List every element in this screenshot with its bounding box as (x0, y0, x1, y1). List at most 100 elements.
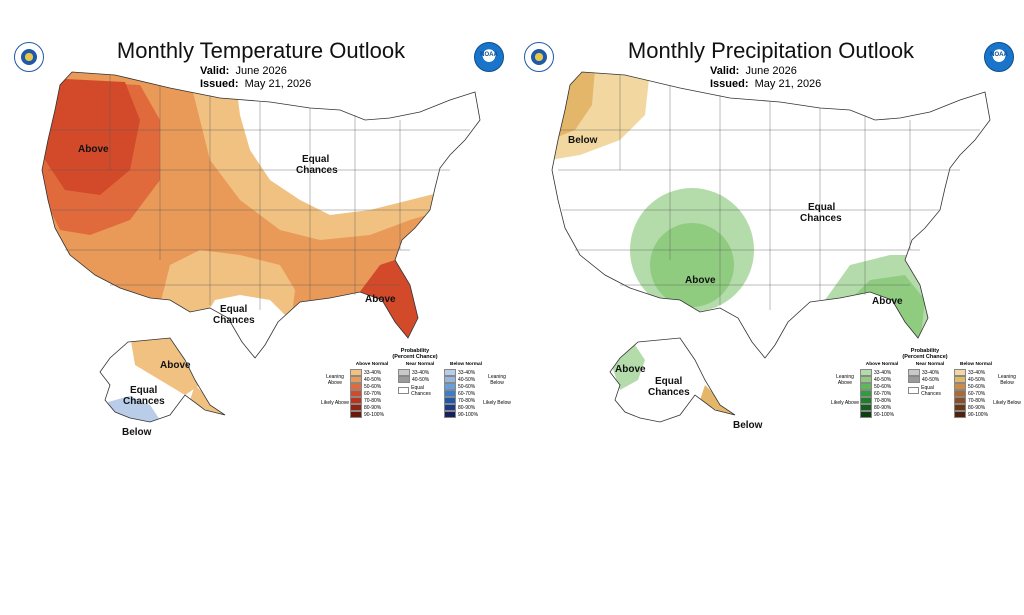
temp-below-legend-swatch (444, 376, 456, 383)
precipitation-outlook-panel: Monthly Precipitation Outlook NOAA Valid… (520, 30, 1022, 435)
valid-value: June 2026 (235, 65, 287, 77)
legend-leaning-above: Leaning Above (326, 374, 344, 386)
temp-above-legend-range: 50-60% (364, 383, 382, 390)
temp-above-legend-swatch (350, 397, 362, 404)
precip-below-legend-swatch (954, 404, 966, 411)
precip-below-legend-swatch (954, 390, 966, 397)
temp-below-legend-swatch (444, 411, 456, 418)
label-above-alaska: Above (615, 364, 646, 375)
precip-above-legend-swatch (860, 411, 872, 418)
precipitation-legend: Probability (Percent Chance) Leaning Abo… (830, 348, 1021, 438)
temp-above-legend-row: 70-80% (350, 397, 394, 404)
temp-above-legend-row: 33-40% (350, 369, 394, 376)
legend-title: Probability (Percent Chance) (392, 348, 438, 360)
precip-below-legend-row: 60-70% (954, 390, 998, 397)
conus-outline (41, 71, 481, 359)
legend-above-column: Above Normal 33-40% 40-50% 50-60% 60-70% 70-… (350, 362, 394, 418)
temperature-outlook-panel: Monthly Temperature Outlook NOAA Valid: … (10, 30, 512, 435)
state-borders (558, 75, 980, 310)
temp-above-legend-range: 70-80% (364, 397, 382, 404)
precip-above-legend-row: 33-40% (860, 369, 904, 376)
temp-below-legend-range: 80-90% (458, 404, 476, 411)
label-equal-alaska-2: Chances (648, 387, 690, 398)
precip-below-legend-row: 50-60% (954, 383, 998, 390)
temp-below-legend-swatch (444, 404, 456, 411)
label-below-nw: Below (568, 135, 598, 146)
temp-below-legend-row: 50-60% (444, 383, 488, 390)
temp-below-legend-swatch (444, 397, 456, 404)
precip-near-legend-row: 40-50% (908, 376, 952, 383)
precip-below-legend-swatch (954, 376, 966, 383)
temp-above-legend-swatch (350, 369, 362, 376)
temp-below-legend-range: 40-50% (458, 376, 476, 383)
precip-above-legend-row: 80-90% (860, 404, 904, 411)
precip-above-legend-range: 50-60% (874, 383, 892, 390)
precip-above-legend-range: 90-100% (874, 411, 895, 418)
label-above-sw: Above (685, 275, 716, 286)
temp-above-legend-swatch (350, 411, 362, 418)
conus-outline (551, 71, 991, 359)
label-above-southeast: Above (365, 294, 396, 305)
temp-above-legend-row: 40-50% (350, 376, 394, 383)
label-below-alaska: Below (122, 427, 152, 435)
temp-above-legend-row: 60-70% (350, 390, 394, 397)
temp-above-legend-range: 40-50% (364, 376, 382, 383)
precip-above-legend-row: 40-50% (860, 376, 904, 383)
temp-below-legend-row: 60-70% (444, 390, 488, 397)
temp-below-legend-row: 33-40% (444, 369, 488, 376)
legend-below-column: Below Normal 33-40% 40-50% 50-60% 60-70% 70-… (444, 362, 488, 418)
valid-value: June 2026 (745, 65, 797, 77)
temp-above-legend-range: 90-100% (364, 411, 385, 418)
temp-below-legend-range: 60-70% (458, 390, 476, 397)
legend-likely-above: Likely Above (830, 400, 860, 406)
temp-near-legend-swatch (398, 376, 410, 383)
precip-below-legend-range: 40-50% (968, 376, 986, 383)
precip-below-legend-row: 70-80% (954, 397, 998, 404)
precip-above-legend-row: 70-80% (860, 397, 904, 404)
issued-label: Issued: (200, 78, 239, 90)
label-equal-alaska: Equal (655, 376, 682, 387)
precip-near-legend-row: 33-40% (908, 369, 952, 376)
temperature-map: Above Equal Chances Equal Chances Above … (41, 71, 481, 435)
precipitation-title: Monthly Precipitation Outlook (627, 38, 915, 63)
legend-above-column: Above Normal 33-40% 40-50% 50-60% 60-70% 70-… (860, 362, 904, 418)
label-equal-texas: Equal (220, 304, 247, 315)
temp-near-legend-range: 40-50% (412, 376, 430, 383)
legend-near-column: Near Normal 33-40% 40-50% Equal Chances (398, 362, 442, 397)
precip-above-legend-range: 80-90% (874, 404, 892, 411)
precip-above-legend-swatch (860, 397, 872, 404)
noaa-logo-icon: NOAA (474, 42, 504, 72)
precip-below-legend-swatch (954, 411, 966, 418)
temp-zone-equal-texas (200, 295, 285, 358)
label-above-alaska: Above (160, 360, 191, 371)
precipitation-dates: Valid: June 2026 Issued: May 21, 2026 (710, 65, 821, 91)
temp-above-legend-swatch (350, 390, 362, 397)
precip-below-legend-row: 40-50% (954, 376, 998, 383)
legend-title: Probability (Percent Chance) (902, 348, 948, 360)
temp-above-legend-range: 80-90% (364, 404, 382, 411)
temp-above-legend-swatch (350, 404, 362, 411)
precip-above-legend-range: 40-50% (874, 376, 892, 383)
precip-above-legend-swatch (860, 383, 872, 390)
temp-zone-equal-north (235, 75, 480, 215)
temp-above-legend-swatch (350, 383, 362, 390)
temp-above-legend-row: 90-100% (350, 411, 394, 418)
temp-below-legend-row: 40-50% (444, 376, 488, 383)
precip-below-legend-row: 33-40% (954, 369, 998, 376)
temp-below-legend-swatch (444, 390, 456, 397)
precip-below-legend-range: 50-60% (968, 383, 986, 390)
legend-likely-below: Likely Below (483, 400, 511, 406)
state-borders (48, 75, 470, 310)
valid-label: Valid: (710, 65, 740, 77)
issued-value: May 21, 2026 (244, 78, 312, 90)
precip-above-legend-swatch (860, 390, 872, 397)
temp-near-legend-range: 33-40% (412, 369, 430, 376)
label-above-west: Above (78, 144, 109, 155)
temp-below-legend-range: 90-100% (458, 411, 479, 418)
precip-above-legend-range: 70-80% (874, 397, 892, 404)
precip-below-legend-range: 33-40% (968, 369, 986, 376)
alaska-outline (99, 337, 226, 423)
precip-near-legend-range: 40-50% (922, 376, 940, 383)
temp-below-legend-row: 80-90% (444, 404, 488, 411)
temperature-dates: Valid: June 2026 Issued: May 21, 2026 (200, 65, 311, 91)
